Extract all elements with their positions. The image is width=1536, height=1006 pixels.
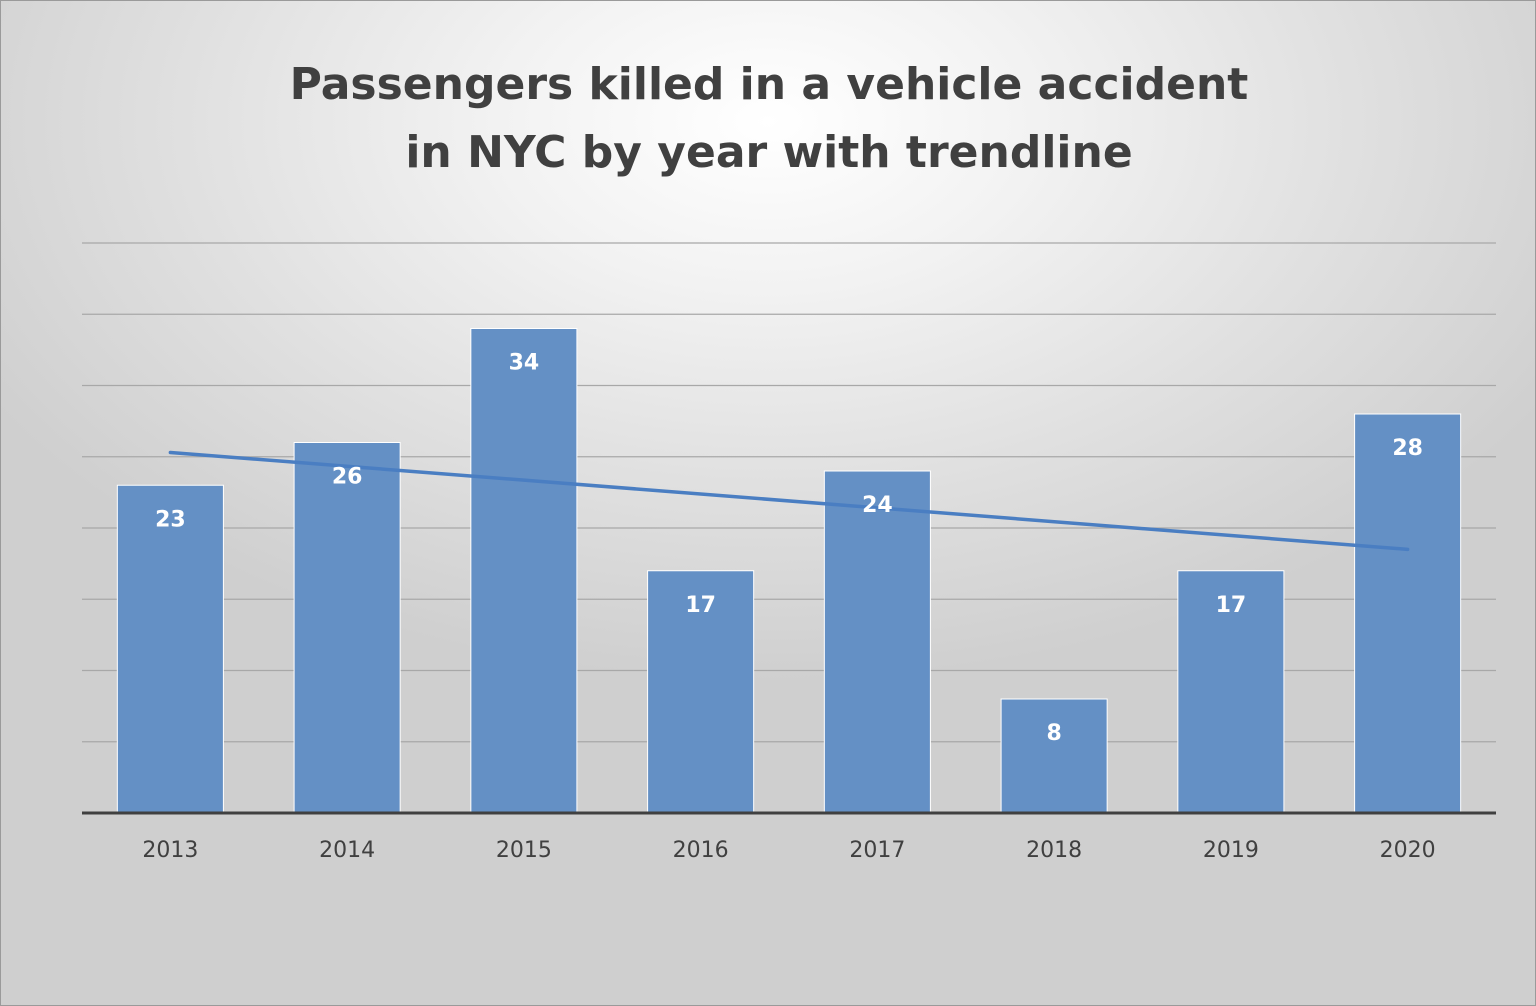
data-label-2017: 24 xyxy=(862,493,893,518)
data-label-2020: 28 xyxy=(1392,436,1423,461)
x-tick-label-2019: 2019 xyxy=(1203,838,1259,863)
bar-2019 xyxy=(1177,570,1285,814)
bar-2020 xyxy=(1354,413,1462,814)
bar-2018 xyxy=(1000,698,1108,814)
x-tick-label-2018: 2018 xyxy=(1026,838,1082,863)
bar-2013 xyxy=(116,484,224,814)
data-label-2013: 23 xyxy=(155,507,186,532)
x-tick-label-2013: 2013 xyxy=(142,838,198,863)
trendline xyxy=(168,450,1410,552)
data-label-2014: 26 xyxy=(332,465,363,490)
x-tick-label-2017: 2017 xyxy=(849,838,905,863)
chart-title-line-1: Passengers killed in a vehicle accident xyxy=(289,59,1249,110)
bar-2015 xyxy=(470,328,578,814)
chart-title-line-2: in NYC by year with trendline xyxy=(405,127,1133,178)
data-label-2015: 34 xyxy=(509,351,540,376)
x-tick-label-2016: 2016 xyxy=(673,838,729,863)
bar-2016 xyxy=(647,570,755,814)
chart-title: Passengers killed in a vehicle accident … xyxy=(1,51,1536,187)
x-tick-label-2014: 2014 xyxy=(319,838,375,863)
data-label-2019: 17 xyxy=(1216,593,1247,618)
data-label-2018: 8 xyxy=(1046,721,1061,746)
bar-2017 xyxy=(823,470,931,814)
bar-2014 xyxy=(293,442,401,814)
x-tick-label-2015: 2015 xyxy=(496,838,552,863)
data-label-2016: 17 xyxy=(685,593,716,618)
x-tick-label-2020: 2020 xyxy=(1380,838,1436,863)
